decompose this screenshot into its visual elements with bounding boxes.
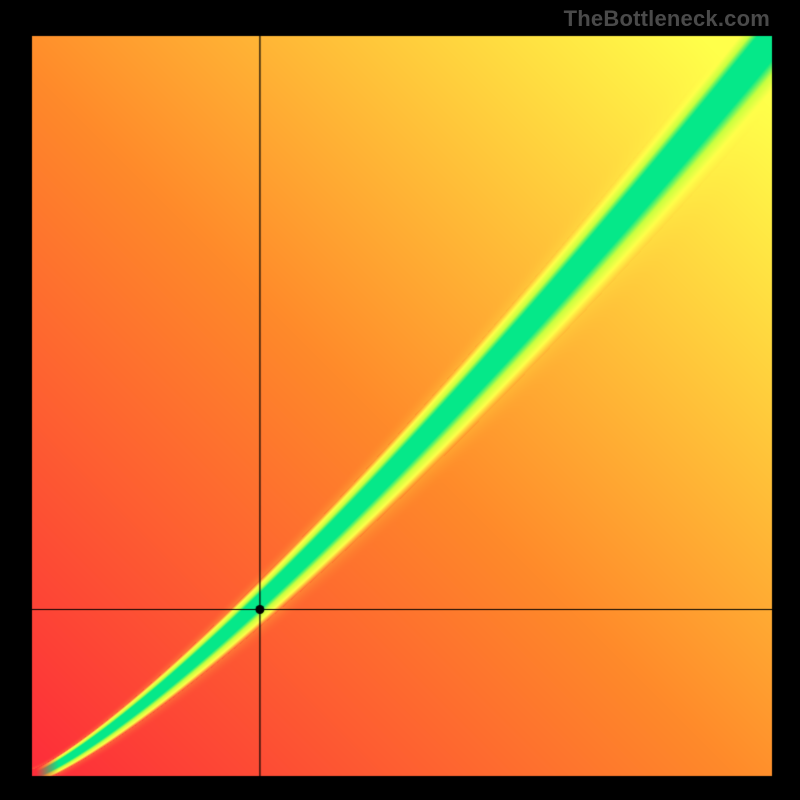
bottleneck-heatmap	[0, 0, 800, 800]
watermark-text: TheBottleneck.com	[564, 6, 770, 32]
outer-frame: TheBottleneck.com	[0, 0, 800, 800]
